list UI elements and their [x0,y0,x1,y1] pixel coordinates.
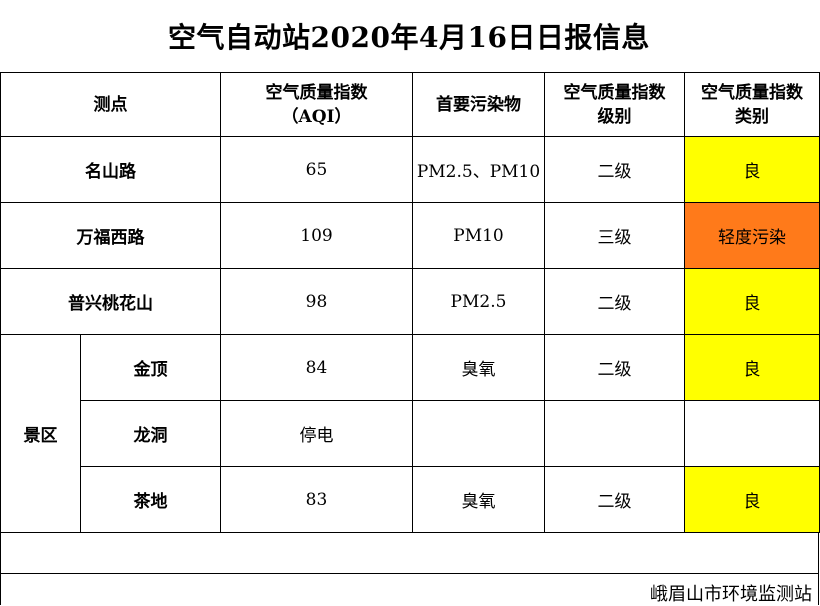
header-category-line2: 类别 [735,106,769,127]
primary-pollutant: PM2.5、PM10 [412,136,545,203]
header-station: 测点 [0,72,221,137]
table-header-row: 测点 空气质量指数 （AQI） 首要污染物 空气质量指数 级别 空气质量指数 类… [0,72,820,137]
primary-pollutant: PM2.5 [412,268,545,335]
primary-pollutant: 臭氧 [412,466,545,533]
aqi-category: 良 [684,268,820,335]
footer-row: 峨眉山市环境监测站 [0,573,819,605]
aqi-value: 83 [220,466,413,533]
table-row: 景区 金顶 84 臭氧 二级 良 [0,334,820,533]
aqi-category: 良 [684,466,820,533]
table-row: 龙洞 停电 [1,400,820,467]
station-name: 名山路 [0,136,221,203]
header-level: 空气质量指数 级别 [544,72,685,137]
table-row: 名山路 65 PM2.5、PM10 二级 良 [0,136,820,203]
header-pollutant: 首要污染物 [412,72,545,137]
aqi-value: 65 [220,136,413,203]
header-level-line2: 级别 [597,106,632,127]
table-row: 万福西路 109 PM10 三级 轻度污染 [0,202,820,269]
blank-spacer-row [0,533,819,573]
station-name: 茶地 [80,466,221,533]
table-row: 茶地 83 臭氧 二级 良 [1,466,820,533]
aqi-category [684,400,820,467]
station-name: 金顶 [80,334,221,401]
header-category-line1: 空气质量指数 [701,82,803,103]
station-name: 龙洞 [80,400,221,467]
aqi-category: 良 [684,334,820,401]
station-name: 普兴桃花山 [0,268,221,335]
footer-agency: 峨眉山市环境监测站 [650,584,812,605]
aqi-value: 109 [220,202,413,269]
aqi-value: 停电 [220,400,413,467]
aqi-table: 测点 空气质量指数 （AQI） 首要污染物 空气质量指数 级别 空气质量指数 类… [0,72,820,533]
aqi-level [544,400,685,467]
report-title: 空气自动站2020年4月16日日报信息 [168,21,650,54]
primary-pollutant: 臭氧 [412,334,545,401]
aqi-level: 二级 [544,136,685,203]
header-aqi: 空气质量指数 （AQI） [220,72,413,137]
header-aqi-line1: 空气质量指数 [265,82,368,103]
aqi-level: 二级 [544,466,685,533]
aqi-value: 84 [220,334,413,401]
primary-pollutant [412,400,545,467]
station-name: 万福西路 [0,202,221,269]
scenic-group-label: 景区 [0,334,81,533]
aqi-category: 轻度污染 [684,202,820,269]
aqi-value: 98 [220,268,413,335]
aqi-category: 良 [684,136,820,203]
header-level-line1: 空气质量指数 [563,82,666,103]
primary-pollutant: PM10 [412,202,545,269]
aqi-level: 三级 [544,202,685,269]
aqi-level: 二级 [544,334,685,401]
table-row: 普兴桃花山 98 PM2.5 二级 良 [0,268,820,335]
header-aqi-line2: （AQI） [281,106,352,127]
header-category: 空气质量指数 类别 [684,72,820,137]
aqi-level: 二级 [544,268,685,335]
